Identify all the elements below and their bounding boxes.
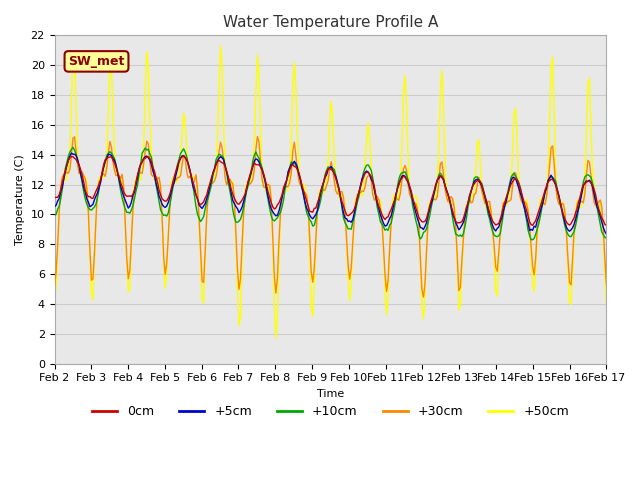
- Y-axis label: Temperature (C): Temperature (C): [15, 154, 25, 245]
- Text: SW_met: SW_met: [68, 55, 125, 68]
- Legend: 0cm, +5cm, +10cm, +30cm, +50cm: 0cm, +5cm, +10cm, +30cm, +50cm: [87, 400, 574, 423]
- X-axis label: Time: Time: [317, 389, 344, 399]
- Title: Water Temperature Profile A: Water Temperature Profile A: [223, 15, 438, 30]
